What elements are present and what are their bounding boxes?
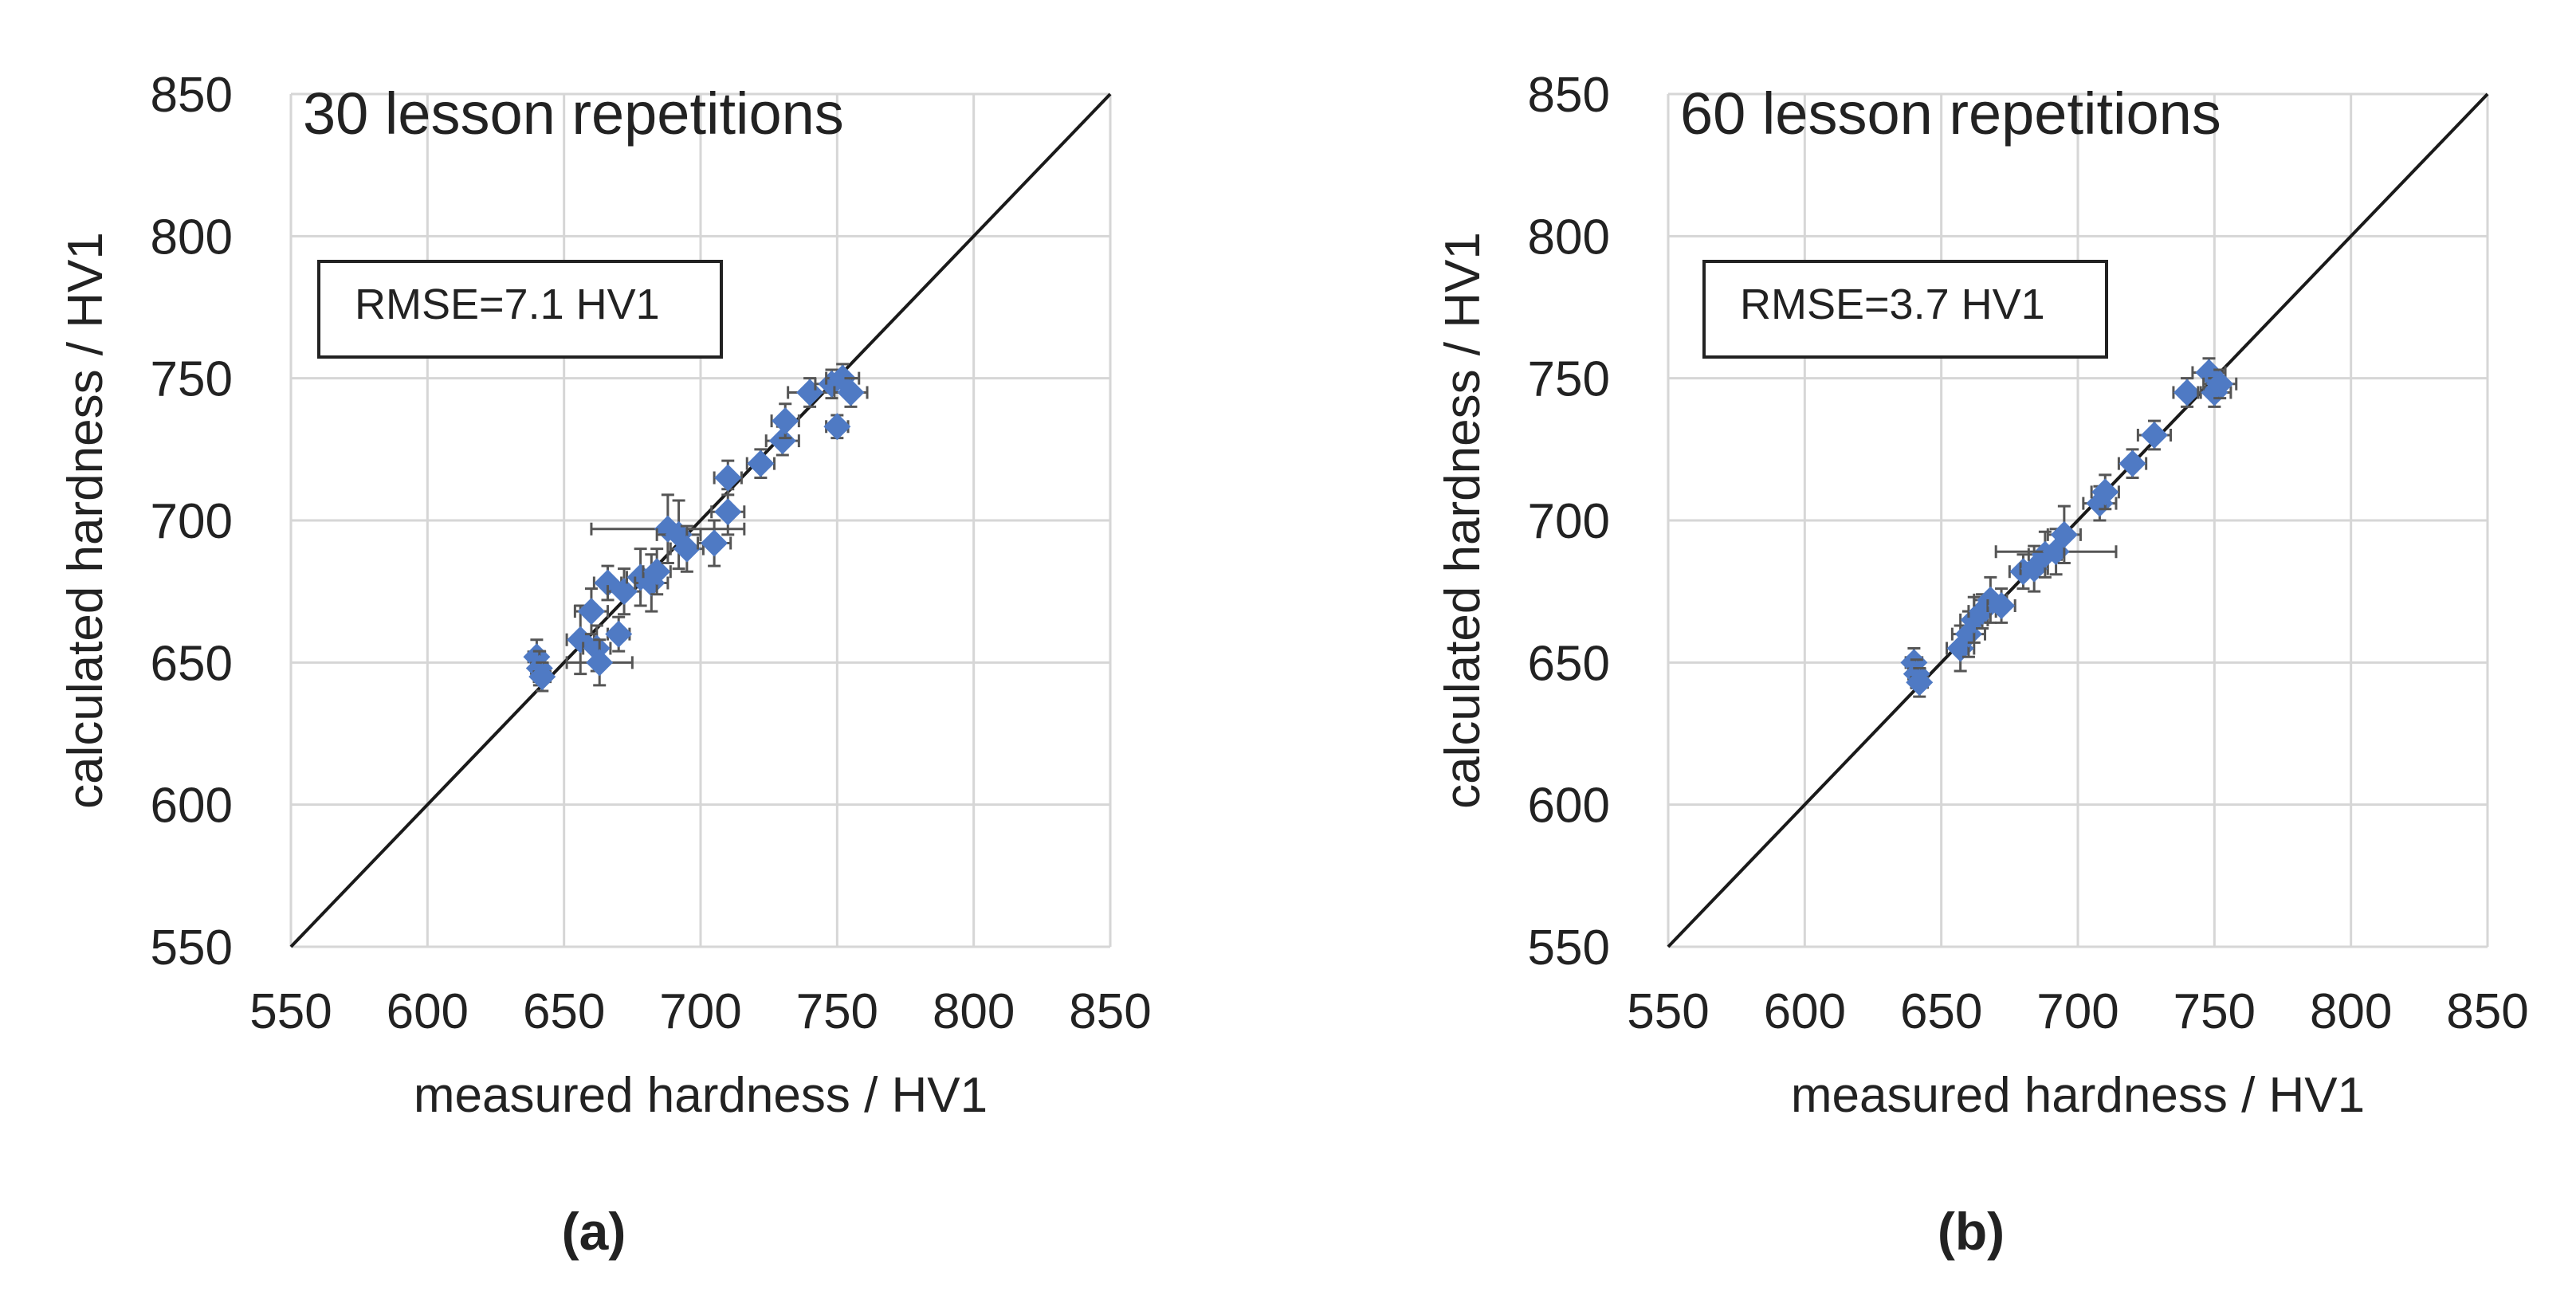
data-point xyxy=(673,535,701,563)
data-point xyxy=(2206,370,2234,398)
data-point xyxy=(768,427,796,455)
x-tick-label: 650 xyxy=(1900,984,1982,1039)
chart-title: 60 lesson repetitions xyxy=(1680,80,2221,147)
reference-line xyxy=(289,92,1112,948)
chart-panel-a: 550 600 650 700 750 800 850 550 600 650 700 750 800 8… xyxy=(58,68,1152,1261)
x-tick-label: 750 xyxy=(2174,984,2256,1039)
data-point xyxy=(1988,592,2016,619)
data-point xyxy=(577,598,605,626)
x-tick-label: 850 xyxy=(1069,984,1151,1039)
data-point xyxy=(701,529,728,557)
y-tick-label: 850 xyxy=(1528,68,1610,123)
x-tick-label: 550 xyxy=(1627,984,1709,1039)
y-tick-label: 700 xyxy=(1528,494,1610,549)
x-tick-label: 600 xyxy=(1764,984,1846,1039)
data-point xyxy=(643,558,671,586)
y-tick-label: 750 xyxy=(1528,352,1610,407)
data-point xyxy=(2119,449,2146,477)
data-point xyxy=(823,413,851,441)
y-tick-label: 600 xyxy=(1528,779,1610,834)
x-tick-label: 800 xyxy=(933,984,1015,1039)
data-point xyxy=(2091,478,2119,506)
rmse-label: RMSE=3.7 HV1 xyxy=(1740,281,2045,328)
data-point xyxy=(586,649,614,677)
y-tick-label: 800 xyxy=(151,210,233,265)
chart-title: 30 lesson repetitions xyxy=(303,80,844,147)
data-point xyxy=(528,663,556,691)
data-point xyxy=(611,578,638,606)
rmse-box xyxy=(1702,260,2108,359)
y-tick-label: 750 xyxy=(151,352,233,407)
x-tick-label: 700 xyxy=(659,984,741,1039)
panel-label: (b) xyxy=(1938,1202,2005,1261)
data-point xyxy=(714,498,742,526)
x-tick-label: 850 xyxy=(2446,984,2528,1039)
data-point xyxy=(796,379,824,406)
data-point xyxy=(2050,520,2078,548)
data-point xyxy=(2174,379,2201,406)
x-tick-label: 800 xyxy=(2310,984,2392,1039)
y-tick-label: 800 xyxy=(1528,210,1610,265)
data-point xyxy=(747,449,775,477)
y-axis-title: calculated hardness / HV1 xyxy=(58,232,113,809)
data-point xyxy=(714,464,742,492)
rmse-label: RMSE=7.1 HV1 xyxy=(355,281,660,328)
x-axis-title: measured hardness / HV1 xyxy=(414,1068,988,1123)
data-point xyxy=(605,620,633,648)
data-point xyxy=(1906,669,1934,697)
x-tick-label: 750 xyxy=(796,984,878,1039)
reference-line xyxy=(1667,92,2489,948)
x-tick-label: 700 xyxy=(2036,984,2119,1039)
y-tick-label: 600 xyxy=(151,779,233,834)
y-axis-title: calculated hardness / HV1 xyxy=(1435,232,1490,809)
y-tick-label: 550 xyxy=(1528,920,1610,975)
y-tick-label: 650 xyxy=(1528,636,1610,691)
data-point xyxy=(2140,422,2168,449)
chart-panel-b: 550 600 650 700 750 800 850 550 600 650 700 750 800 8… xyxy=(1435,68,2529,1261)
x-axis-title: measured hardness / HV1 xyxy=(1791,1068,2365,1123)
y-tick-label: 700 xyxy=(151,494,233,549)
data-point xyxy=(837,379,865,406)
x-tick-label: 550 xyxy=(249,984,332,1039)
y-tick-label: 850 xyxy=(151,68,233,123)
y-tick-label: 650 xyxy=(151,636,233,691)
y-tick-label: 550 xyxy=(151,920,233,975)
x-tick-label: 650 xyxy=(523,984,605,1039)
rmse-box xyxy=(317,260,723,359)
x-tick-label: 600 xyxy=(387,984,469,1039)
panel-label: (a) xyxy=(562,1202,626,1261)
data-point xyxy=(772,407,799,435)
